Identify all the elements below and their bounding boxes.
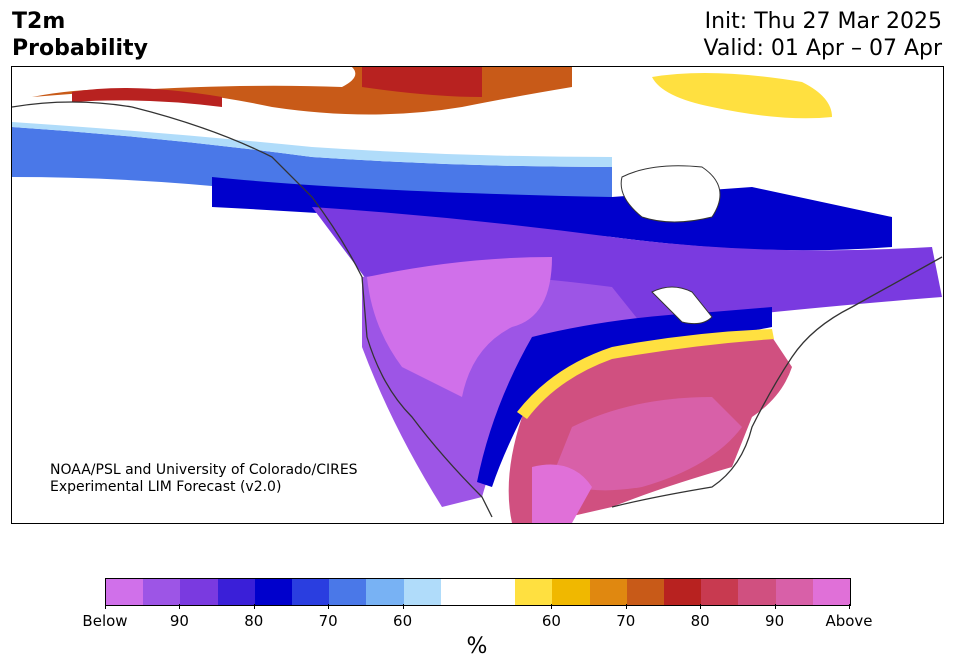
colorbar-tick-mark xyxy=(179,604,181,609)
colorbar-tick-label: 60 xyxy=(541,612,561,630)
forecast-dates: Init: Thu 27 Mar 2025 Valid: 01 Apr – 07… xyxy=(704,8,943,62)
probability-map xyxy=(12,67,943,523)
colorbar-tick-label: 90 xyxy=(169,612,189,630)
colorbar-bin xyxy=(217,579,255,605)
continent-outline xyxy=(12,101,943,518)
colorbar-tick-mark xyxy=(105,604,106,609)
colorbar-tick-label: 80 xyxy=(690,612,710,630)
chart-title: T2m Probability xyxy=(12,8,148,62)
colorbar-bin xyxy=(626,579,665,605)
credit-line-1: NOAA/PSL and University of Colorado/CIRE… xyxy=(50,462,358,478)
colorbar-bin xyxy=(366,579,404,605)
colorbar-tick-mark xyxy=(253,604,255,609)
alaska-arctic-red xyxy=(72,88,222,107)
colorbar-bin xyxy=(254,579,293,605)
great-lakes xyxy=(651,286,713,325)
valid-date: Valid: 01 Apr – 07 Apr xyxy=(703,36,943,61)
credit-text: NOAA/PSL and University of Colorado/CIRE… xyxy=(50,462,358,496)
colorbar-tick-mark xyxy=(402,604,404,609)
colorbar-bin xyxy=(403,579,441,605)
colorbar-tick-label: 80 xyxy=(244,612,264,630)
credit-line-2: Experimental LIM Forecast (v2.0) xyxy=(50,479,282,495)
greenland-warm xyxy=(652,73,832,119)
colorbar-bin xyxy=(292,579,330,605)
colorbar-bin xyxy=(775,579,813,605)
colorbar-bin xyxy=(106,579,144,605)
colorbar-tick-mark xyxy=(774,604,776,609)
colorbar-tick-mark xyxy=(625,604,627,609)
colorbar-bin xyxy=(478,579,516,605)
colorbar-bin xyxy=(440,579,479,605)
title-line-1: T2m xyxy=(12,9,66,34)
colorbar-tick-label: 70 xyxy=(616,612,636,630)
colorbar-bin xyxy=(552,579,590,605)
colorbar-tick-mark xyxy=(849,604,850,609)
colorbar-bin xyxy=(515,579,553,605)
colorbar xyxy=(105,578,851,606)
us-west-magenta xyxy=(367,257,552,397)
canada-deep-band xyxy=(212,177,892,251)
map-panel: NOAA/PSL and University of Colorado/CIRE… xyxy=(11,66,944,524)
hudson-bay xyxy=(620,165,721,223)
colorbar-bin xyxy=(812,579,851,605)
colorbar-tick-label: Below xyxy=(82,612,128,630)
canada-light-band xyxy=(12,122,612,167)
init-date: Init: Thu 27 Mar 2025 xyxy=(704,9,942,34)
southeast-yellow-edge xyxy=(517,329,774,419)
colorbar-bin xyxy=(701,579,739,605)
colorbar-bin xyxy=(143,579,181,605)
colorbar-unit: % xyxy=(466,634,488,659)
southeast-pink xyxy=(552,397,742,491)
colorbar-tick-mark xyxy=(328,604,330,609)
title-line-2: Probability xyxy=(12,36,148,61)
colorbar-bin xyxy=(180,579,218,605)
texas-magenta xyxy=(532,464,592,523)
colorbar-bin xyxy=(738,579,776,605)
colorbar-tick-mark xyxy=(700,604,702,609)
arctic-red-north xyxy=(362,67,482,97)
colorbar-tick-label: 70 xyxy=(318,612,338,630)
cold-front-band xyxy=(477,307,772,487)
colorbar-tick-label: Above xyxy=(825,612,873,630)
colorbar-tick-label: 60 xyxy=(393,612,413,630)
colorbar-bin xyxy=(329,579,367,605)
colorbar-bin xyxy=(589,579,627,605)
colorbar-tick-mark xyxy=(551,604,553,609)
colorbar-bin xyxy=(664,579,702,605)
colorbar-tick-label: 90 xyxy=(765,612,785,630)
